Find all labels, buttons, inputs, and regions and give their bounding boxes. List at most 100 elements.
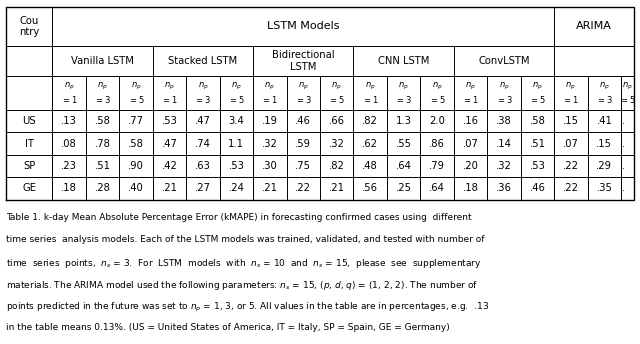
- Text: $n_p$
$=3$: $n_p$ $=3$: [395, 81, 412, 105]
- Text: .46: .46: [529, 183, 545, 193]
- Text: $n_p$
$=1$: $n_p$ $=1$: [462, 81, 479, 105]
- Text: $n_p$
$=3$: $n_p$ $=3$: [596, 81, 613, 105]
- Text: .19: .19: [262, 116, 278, 126]
- Text: US: US: [22, 116, 36, 126]
- Text: $n_p$
$=3$: $n_p$ $=3$: [195, 81, 211, 105]
- Text: GE: GE: [22, 183, 36, 193]
- Text: .41: .41: [596, 116, 612, 126]
- Text: Bidirectional
LSTM: Bidirectional LSTM: [272, 50, 335, 72]
- Text: .16: .16: [463, 116, 479, 126]
- Text: .40: .40: [128, 183, 144, 193]
- Text: .66: .66: [329, 116, 345, 126]
- Text: .42: .42: [161, 161, 177, 171]
- Text: .30: .30: [262, 161, 278, 171]
- Text: .47: .47: [161, 139, 177, 149]
- Text: .08: .08: [61, 139, 77, 149]
- Text: SP: SP: [23, 161, 36, 171]
- Text: .22: .22: [563, 161, 579, 171]
- Text: $n_p$
$=5$: $n_p$ $=5$: [127, 81, 145, 105]
- Text: 2.0: 2.0: [429, 116, 445, 126]
- Text: .58: .58: [95, 116, 111, 126]
- Text: $n_p$
$=3$: $n_p$ $=3$: [295, 81, 312, 105]
- Text: .64: .64: [396, 161, 412, 171]
- Text: $n_p$
$=5$: $n_p$ $=5$: [619, 81, 636, 105]
- Text: .27: .27: [195, 183, 211, 193]
- Text: LSTM Models: LSTM Models: [267, 21, 340, 31]
- Text: .: .: [622, 116, 625, 126]
- Text: .13: .13: [61, 116, 77, 126]
- Text: materials. The ARIMA model used the following parameters: $n_s$ = 15, ($p$, $d$,: materials. The ARIMA model used the foll…: [6, 279, 479, 292]
- Text: .53: .53: [161, 116, 177, 126]
- Text: .46: .46: [295, 116, 311, 126]
- Text: .79: .79: [429, 161, 445, 171]
- Text: .63: .63: [195, 161, 211, 171]
- Text: .90: .90: [128, 161, 144, 171]
- Text: .22: .22: [295, 183, 311, 193]
- Text: .58: .58: [128, 139, 144, 149]
- Text: $n_p$
$=1$: $n_p$ $=1$: [261, 81, 278, 105]
- Text: .: .: [622, 139, 625, 149]
- Text: .74: .74: [195, 139, 211, 149]
- Text: .48: .48: [362, 161, 378, 171]
- Text: .56: .56: [362, 183, 378, 193]
- Text: .59: .59: [295, 139, 311, 149]
- Text: .18: .18: [463, 183, 479, 193]
- Text: 1.3: 1.3: [396, 116, 412, 126]
- Text: .20: .20: [463, 161, 479, 171]
- Text: .62: .62: [362, 139, 378, 149]
- Text: .75: .75: [295, 161, 311, 171]
- Text: .58: .58: [529, 116, 545, 126]
- Text: .24: .24: [228, 183, 244, 193]
- Text: .25: .25: [396, 183, 412, 193]
- Text: .77: .77: [128, 116, 144, 126]
- Text: .86: .86: [429, 139, 445, 149]
- Text: .38: .38: [496, 116, 512, 126]
- Text: $n_p$
$=1$: $n_p$ $=1$: [61, 81, 77, 105]
- Text: .55: .55: [396, 139, 412, 149]
- Text: $n_p$
$=5$: $n_p$ $=5$: [429, 81, 445, 105]
- Text: .21: .21: [329, 183, 345, 193]
- Text: .78: .78: [95, 139, 111, 149]
- Text: ARIMA: ARIMA: [576, 21, 612, 31]
- Text: .07: .07: [563, 139, 579, 149]
- Text: .21: .21: [262, 183, 278, 193]
- Text: .07: .07: [463, 139, 479, 149]
- Text: .15: .15: [563, 116, 579, 126]
- Text: ConvLSTM: ConvLSTM: [478, 56, 530, 66]
- Text: .47: .47: [195, 116, 211, 126]
- Text: $n_p$
$=1$: $n_p$ $=1$: [362, 81, 379, 105]
- Text: .51: .51: [95, 161, 111, 171]
- Text: .29: .29: [596, 161, 612, 171]
- Text: .53: .53: [228, 161, 244, 171]
- Text: in the table means 0.13%. (US = United States of America, IT = Italy, SP = Spain: in the table means 0.13%. (US = United S…: [6, 323, 450, 332]
- Text: Table 1. k-day Mean Absolute Percentage Error (kMAPE) in forecasting confirmed c: Table 1. k-day Mean Absolute Percentage …: [6, 213, 472, 222]
- Text: .32: .32: [496, 161, 512, 171]
- Text: Cou
ntry: Cou ntry: [19, 15, 40, 37]
- Text: .: .: [622, 161, 625, 171]
- Text: $n_p$
$=5$: $n_p$ $=5$: [328, 81, 345, 105]
- Text: .15: .15: [596, 139, 612, 149]
- Text: time  series  points,  $n_s$ = 3.  For  LSTM  models  with  $n_s$ = 10  and  $n_: time series points, $n_s$ = 3. For LSTM …: [6, 257, 482, 270]
- Text: IT: IT: [25, 139, 34, 149]
- Text: Vanilla LSTM: Vanilla LSTM: [71, 56, 134, 66]
- Text: time series  analysis models. Each of the LSTM models was trained, validated, an: time series analysis models. Each of the…: [6, 235, 485, 244]
- Text: Stacked LSTM: Stacked LSTM: [168, 56, 237, 66]
- Text: .23: .23: [61, 161, 77, 171]
- Text: 1.1: 1.1: [228, 139, 244, 149]
- Text: .18: .18: [61, 183, 77, 193]
- Text: .14: .14: [496, 139, 512, 149]
- Text: .82: .82: [329, 161, 345, 171]
- Text: .32: .32: [329, 139, 345, 149]
- Text: $n_p$
$=1$: $n_p$ $=1$: [161, 81, 178, 105]
- Text: .28: .28: [95, 183, 111, 193]
- Text: .: .: [622, 183, 625, 193]
- Text: .35: .35: [596, 183, 612, 193]
- Text: $n_p$
$=5$: $n_p$ $=5$: [529, 81, 546, 105]
- Text: points predicted in the future was set to $n_p$ = 1, 3, or 5. All values in the : points predicted in the future was set t…: [6, 301, 490, 314]
- Text: .32: .32: [262, 139, 278, 149]
- Text: $n_p$
$=3$: $n_p$ $=3$: [94, 81, 111, 105]
- Text: 3.4: 3.4: [228, 116, 244, 126]
- Text: .82: .82: [362, 116, 378, 126]
- Text: .21: .21: [161, 183, 177, 193]
- Text: .53: .53: [529, 161, 545, 171]
